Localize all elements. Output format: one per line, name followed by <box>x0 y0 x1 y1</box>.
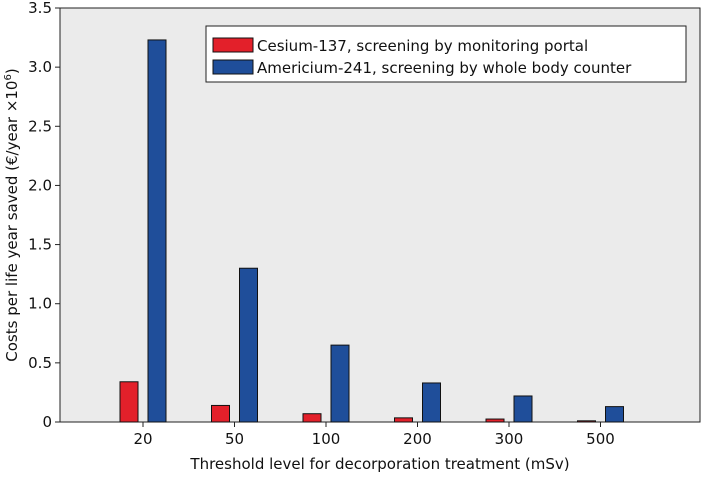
y-tick-label: 1.5 <box>28 236 52 254</box>
bar-americium-100 <box>330 344 350 423</box>
y-axis-title: Costs per life year saved (€/year ×106) <box>3 68 21 361</box>
bar-americium-200 <box>422 382 441 423</box>
legend-swatch-cesium <box>212 37 254 53</box>
x-axis: 20 50 100 200 300 500 <box>133 422 615 448</box>
x-axis-title: Threshold level for decorporation treatm… <box>189 455 569 473</box>
x-tick-label-100: 100 <box>312 430 341 448</box>
x-tick-label-50: 50 <box>225 430 244 448</box>
bar-americium-500 <box>605 406 624 423</box>
y-axis: 0 0.5 1.0 1.5 2.0 2.5 3.0 3.5 <box>28 0 60 431</box>
bars-group <box>119 39 624 423</box>
y-tick-label: 0 <box>42 413 52 431</box>
y-tick-label: 0.5 <box>28 354 52 372</box>
bar-cesium-500 <box>577 420 596 423</box>
legend-label-cesium: Cesium-137, screening by monitoring port… <box>257 37 588 55</box>
y-tick-label: 2.0 <box>28 176 52 194</box>
legend-box <box>205 25 687 83</box>
bar-americium-20 <box>147 39 167 423</box>
y-tick-label: 2.5 <box>28 117 52 135</box>
x-tick-label-20: 20 <box>133 430 152 448</box>
bar-cesium-50 <box>211 404 230 423</box>
x-tick-label-500: 500 <box>586 430 615 448</box>
x-tick-label-300: 300 <box>495 430 524 448</box>
y-tick-label: 3.5 <box>28 0 52 17</box>
y-tick-label: 3.0 <box>28 58 52 76</box>
y-tick-label: 1.0 <box>28 295 52 313</box>
bar-americium-50 <box>239 267 258 423</box>
legend-label-americium: Americium-241, screening by whole body c… <box>257 59 632 77</box>
bar-cesium-300 <box>485 418 505 423</box>
bar-cesium-100 <box>302 413 322 423</box>
bar-americium-300 <box>513 395 533 423</box>
legend-swatch-americium <box>212 59 254 75</box>
legend: Cesium-137, screening by monitoring port… <box>205 25 687 83</box>
bar-cesium-20 <box>119 381 139 423</box>
bar-cesium-200 <box>394 417 413 423</box>
x-tick-label-200: 200 <box>403 430 432 448</box>
